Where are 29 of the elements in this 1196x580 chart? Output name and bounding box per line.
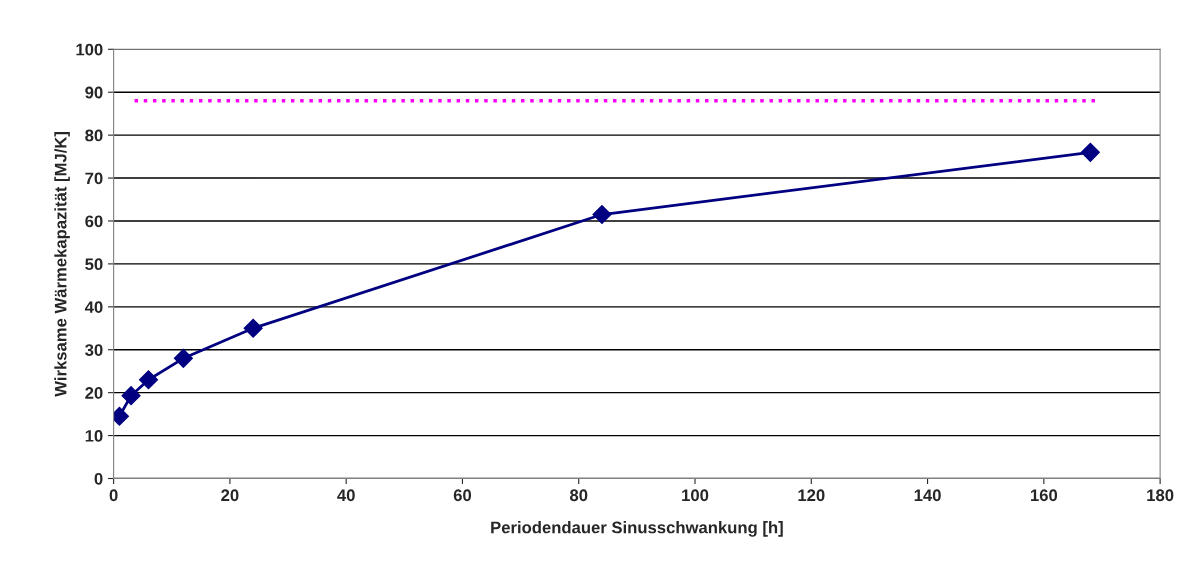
x-tick-label: 120 bbox=[798, 489, 825, 502]
point bbox=[121, 386, 141, 406]
x-tick-label: 180 bbox=[1147, 489, 1174, 502]
point bbox=[138, 370, 159, 390]
point bbox=[592, 205, 612, 225]
x-axis-title: Periodendauer Sinusschwankung [h] bbox=[491, 521, 783, 537]
x-tick-label: 140 bbox=[914, 489, 941, 502]
point bbox=[243, 318, 263, 338]
y-tick-label: 90 bbox=[85, 86, 103, 99]
y-tick-label: 20 bbox=[85, 387, 103, 399]
y-tick-label: 0 bbox=[94, 472, 103, 485]
y-tick-label: 100 bbox=[76, 43, 103, 56]
x-tick-label: 100 bbox=[682, 489, 709, 502]
y-tick-label: 60 bbox=[85, 215, 103, 228]
y-tick-label: 70 bbox=[85, 172, 103, 185]
y-tick-label: 30 bbox=[85, 344, 103, 356]
x-tick-label: 60 bbox=[453, 489, 472, 502]
y-tick-label: 80 bbox=[85, 129, 103, 142]
point bbox=[173, 348, 193, 368]
y-tick-label: 10 bbox=[85, 429, 103, 442]
x-tick-label: 20 bbox=[221, 489, 239, 502]
y-axis-title: Wirksame Wärmekapazität [MJ/K] bbox=[54, 131, 70, 397]
x-tick-label: 0 bbox=[109, 489, 118, 502]
x-tick-label: 40 bbox=[337, 489, 355, 502]
x-tick-label: 160 bbox=[1030, 489, 1058, 502]
y-tick-label: 40 bbox=[84, 301, 103, 314]
y-tick-label: 50 bbox=[85, 258, 103, 271]
x-tick-label: 80 bbox=[569, 489, 588, 502]
point bbox=[1080, 142, 1100, 162]
